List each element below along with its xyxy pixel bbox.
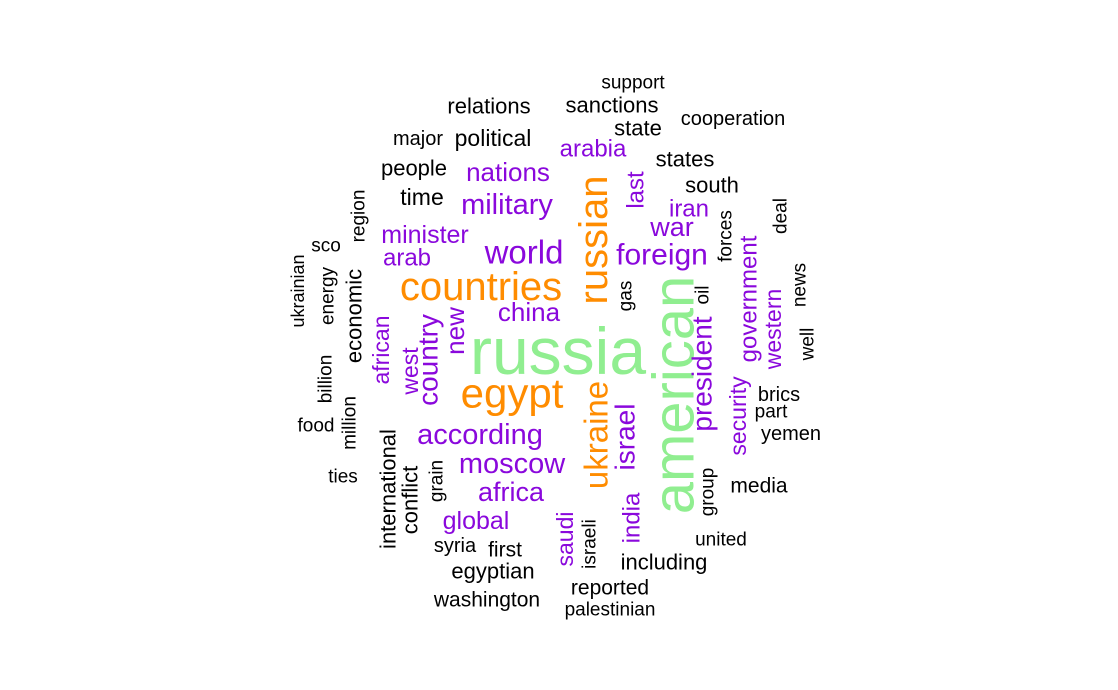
word-security: security xyxy=(725,376,751,456)
word-war: war xyxy=(649,212,694,242)
word-arab: arab xyxy=(383,245,431,272)
word-state: state xyxy=(614,116,662,141)
word-western: western xyxy=(760,289,786,371)
word-international: international xyxy=(376,429,401,549)
word-israel: israel xyxy=(610,404,641,471)
word-part: part xyxy=(755,402,788,423)
word-world: world xyxy=(484,234,564,271)
word-egyptian: egyptian xyxy=(451,559,534,584)
word-military: military xyxy=(461,189,553,221)
word-last: last xyxy=(623,171,650,209)
word-major: major xyxy=(393,128,443,150)
word-yemen: yemen xyxy=(761,423,821,445)
word-brics: brics xyxy=(758,384,800,406)
word-billion: billion xyxy=(316,355,337,404)
word-egypt: egypt xyxy=(461,370,564,417)
word-global: global xyxy=(443,507,510,535)
word-west: west xyxy=(397,347,423,396)
word-president: president xyxy=(687,316,718,431)
word-china: china xyxy=(498,297,561,327)
word-people: people xyxy=(381,156,447,181)
word-south: south xyxy=(685,173,739,198)
word-well: well xyxy=(798,328,819,362)
word-arabia: arabia xyxy=(560,136,627,163)
word-food: food xyxy=(298,416,335,437)
word-country: country xyxy=(413,314,444,406)
word-syria: syria xyxy=(434,535,477,557)
word-ties: ties xyxy=(328,467,358,488)
word-nations: nations xyxy=(466,157,550,187)
word-new: new xyxy=(440,307,470,355)
word-russian: russian xyxy=(572,176,616,305)
word-group: group xyxy=(698,468,719,517)
word-forces: forces xyxy=(716,210,737,262)
word-ukraine: ukraine xyxy=(578,381,615,489)
word-sco: sco xyxy=(311,236,341,257)
word-economic: economic xyxy=(342,269,367,363)
word-states: states xyxy=(656,147,715,172)
word-india: india xyxy=(619,492,646,543)
word-minister: minister xyxy=(381,221,469,249)
word-israeli: israeli xyxy=(580,519,601,569)
word-united: united xyxy=(695,530,747,551)
word-deal: deal xyxy=(771,198,792,234)
word-american: american xyxy=(642,276,707,515)
word-political: political xyxy=(455,125,532,151)
word-palestinian: palestinian xyxy=(565,600,656,621)
word-including: including xyxy=(621,550,708,575)
word-energy: energy xyxy=(318,266,339,325)
word-support: support xyxy=(601,73,665,94)
word-region: region xyxy=(349,190,370,243)
word-according: according xyxy=(417,419,543,451)
word-washington: washington xyxy=(433,589,540,612)
word-foreign: foreign xyxy=(616,239,708,272)
word-african: african xyxy=(368,315,394,384)
word-russia: russia xyxy=(470,314,646,388)
word-news: news xyxy=(790,263,811,307)
word-conflict: conflict xyxy=(398,466,423,534)
word-iran: iran xyxy=(669,196,709,223)
word-first: first xyxy=(488,539,522,562)
word-cooperation: cooperation xyxy=(681,108,786,130)
word-time: time xyxy=(400,184,443,210)
word-africa: africa xyxy=(478,477,545,507)
word-government: government xyxy=(736,235,763,362)
word-gas: gas xyxy=(616,281,637,312)
word-sanctions: sanctions xyxy=(566,93,659,118)
word-relations: relations xyxy=(447,94,530,119)
word-media: media xyxy=(730,475,788,498)
word-grain: grain xyxy=(427,460,448,502)
word-reported: reported xyxy=(571,577,649,600)
word-saudi: saudi xyxy=(552,512,578,567)
word-countries: countries xyxy=(400,265,562,309)
word-moscow: moscow xyxy=(459,448,566,480)
word-million: million xyxy=(340,396,361,450)
word-oil: oil xyxy=(693,285,714,304)
word-ukrainian: ukrainian xyxy=(288,254,308,327)
